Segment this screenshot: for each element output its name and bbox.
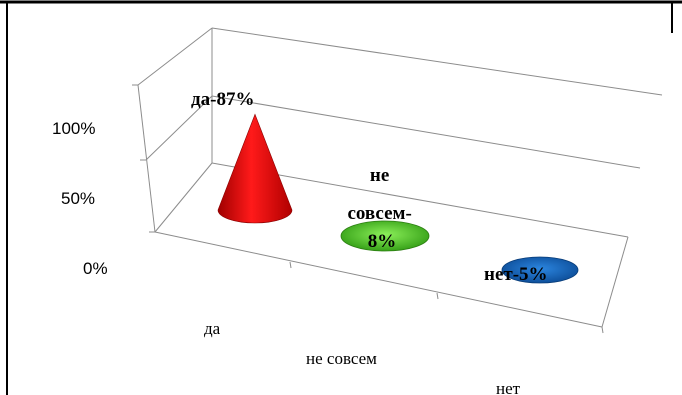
y-tick-label: 50% [61, 189, 95, 208]
floor-back-edge [211, 162, 629, 238]
cone-base-disc [501, 256, 579, 284]
xtick-mark-1 [289, 261, 292, 269]
x-category-label: да [204, 319, 221, 338]
floor-right-edge [601, 236, 629, 328]
cone-net [501, 256, 579, 284]
xtick-mark-3 [601, 326, 604, 334]
data-label-line: не [370, 165, 389, 186]
gridline-100 [137, 27, 213, 86]
floor-left-edge [154, 162, 213, 233]
series-marks [217, 113, 579, 284]
data-label-net: нет-5% [484, 264, 548, 285]
data-label-da: да-87% [191, 89, 254, 110]
y-tick-label: 100% [52, 119, 95, 138]
y-axis-line [137, 84, 156, 233]
gridline-50 [145, 95, 213, 161]
data-label-line: нет-5% [484, 264, 548, 285]
gridline-50-back [211, 95, 641, 169]
x-category-label: нет [496, 379, 521, 395]
cone-ne-sovsem [340, 220, 430, 252]
cone-da [217, 113, 293, 224]
data-label-line: 8% [368, 231, 397, 252]
data-label-line: да-87% [191, 89, 254, 110]
data-label-line: совсем- [347, 203, 411, 224]
back-wall-top-edge [211, 27, 663, 96]
floor-front-edge [154, 231, 603, 328]
x-category-label: не совсем [306, 349, 377, 368]
data-label-ne-sovsem: не совсем- 8% [347, 165, 416, 252]
cone-base-disc [340, 220, 430, 252]
cone-body [217, 113, 293, 224]
plot-area [132, 27, 663, 334]
xtick-mark-2 [436, 292, 439, 300]
y-tick-label: 0% [83, 259, 108, 278]
